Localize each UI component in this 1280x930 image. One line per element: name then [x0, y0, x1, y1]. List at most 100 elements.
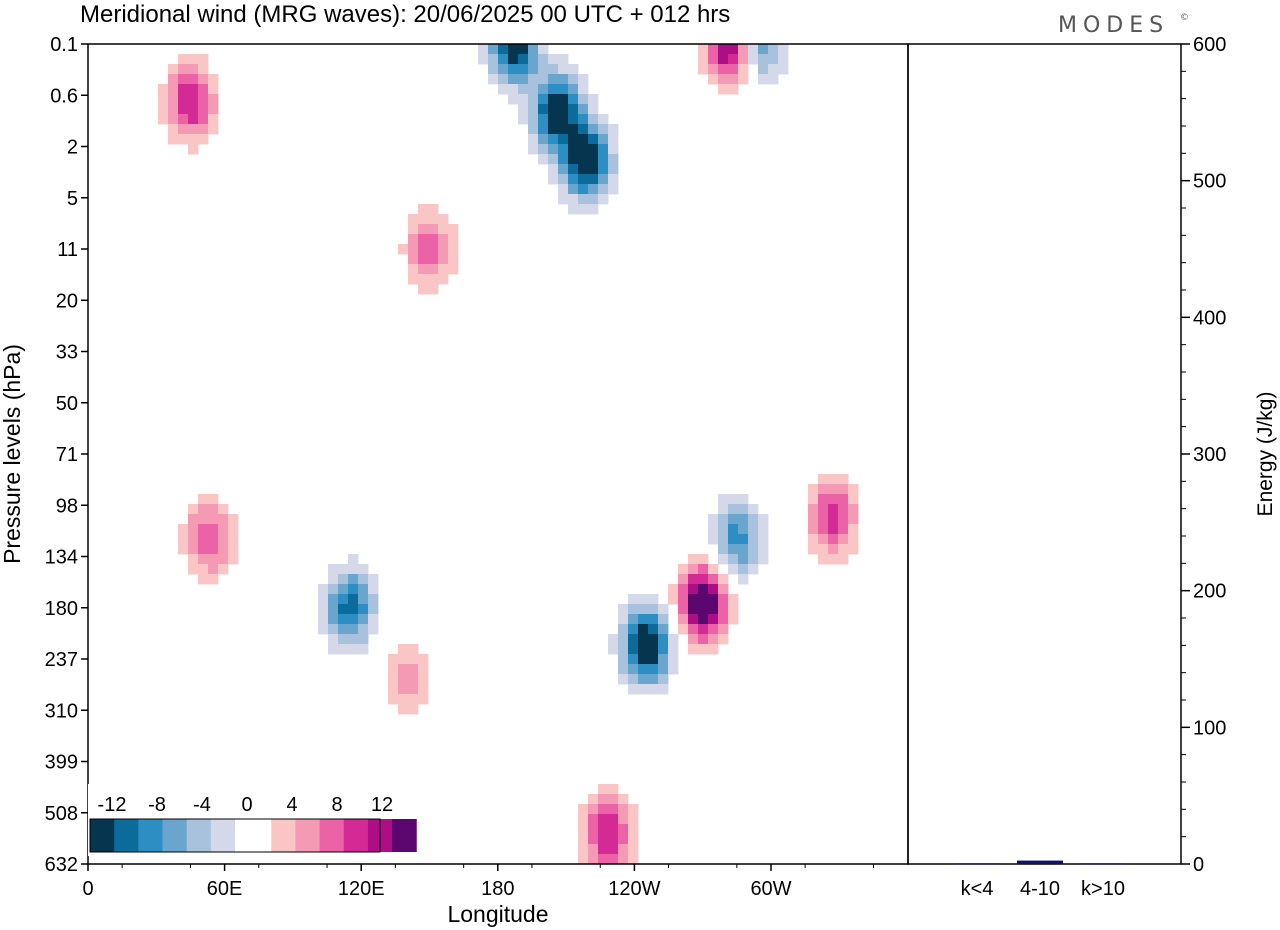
heatmap-cell: [548, 84, 559, 95]
heatmap-cell: [538, 84, 549, 95]
y-tick-label: 71: [56, 444, 78, 466]
energy-bar: [954, 863, 1000, 865]
heatmap-cell: [848, 534, 859, 545]
y-tick-label: 98: [56, 495, 78, 517]
heatmap-cell: [738, 534, 749, 545]
heatmap-cell: [558, 84, 569, 95]
heatmap-cell: [208, 74, 219, 85]
heatmap-cell: [578, 74, 589, 85]
heatmap-cell: [758, 54, 769, 65]
heatmap-cell: [528, 144, 539, 155]
heatmap-cell: [728, 74, 739, 85]
heatmap-cell: [548, 54, 559, 65]
heatmap-cell: [358, 644, 369, 655]
heatmap-cell: [558, 154, 569, 165]
heatmap-cell: [578, 144, 589, 155]
heatmap-cell: [328, 624, 339, 635]
heatmap-cell: [668, 594, 679, 605]
heatmap-cell: [848, 494, 859, 505]
heatmap-cell: [568, 94, 579, 105]
heatmap-cell: [628, 854, 639, 864]
heatmap-cell: [828, 544, 839, 555]
heatmap-cell: [668, 634, 679, 645]
heatmap-cell: [208, 124, 219, 135]
heatmap-cell: [538, 154, 549, 165]
heatmap-cell: [188, 534, 199, 545]
heatmap-cell: [608, 824, 619, 835]
colorbar-frame: [89, 818, 381, 853]
heatmap-cell: [178, 114, 189, 125]
heatmap-cell: [338, 594, 349, 605]
heatmap-cell: [328, 564, 339, 575]
heatmap-cell: [738, 44, 749, 55]
heatmap-cell: [588, 174, 599, 185]
y-tick-label: 237: [45, 649, 78, 671]
heatmap-cell: [728, 554, 739, 565]
heatmap-cell: [188, 74, 199, 85]
heatmap-cell: [418, 204, 429, 215]
heatmap-cell: [848, 514, 859, 525]
heatmap-cell: [588, 144, 599, 155]
heatmap-cell: [518, 54, 529, 65]
heatmap-cell: [608, 804, 619, 815]
heatmap-cell: [608, 164, 619, 175]
heatmap-cell: [598, 184, 609, 195]
heatmap-cell: [828, 504, 839, 515]
heatmap-cell: [738, 524, 749, 535]
heatmap-cell: [718, 514, 729, 525]
heatmap-cell: [498, 44, 509, 55]
heatmap-cell: [708, 634, 719, 645]
colorbar-swatch: [343, 819, 369, 852]
heatmap-cell: [728, 504, 739, 515]
heatmap-cell: [568, 104, 579, 115]
heatmap-cell: [578, 854, 589, 864]
heatmap-cell: [358, 604, 369, 615]
heatmap-cell: [448, 244, 459, 255]
heatmap-cell: [688, 574, 699, 585]
heatmap-cell: [698, 54, 709, 65]
energy-category-label: k>10: [1081, 878, 1125, 900]
heatmap-cells: [158, 44, 859, 864]
heatmap-cell: [748, 554, 759, 565]
heatmap-cell: [598, 164, 609, 175]
heatmap-cell: [708, 524, 719, 535]
heatmap-cell: [768, 44, 779, 55]
heatmap-cell: [588, 204, 599, 215]
colorbar-swatch: [210, 819, 236, 852]
heatmap-cell: [438, 224, 449, 235]
energy-tick-label: 300: [1193, 444, 1226, 466]
energy-bar: [1080, 863, 1126, 865]
heatmap-cell: [628, 624, 639, 635]
heatmap-cell: [508, 84, 519, 95]
heatmap-cell: [758, 544, 769, 555]
heatmap-cell: [558, 54, 569, 65]
heatmap-cell: [528, 94, 539, 105]
heatmap-cell: [698, 554, 709, 565]
heatmap-cell: [628, 664, 639, 675]
heatmap-cell: [608, 184, 619, 195]
heatmap-cell: [778, 54, 789, 65]
heatmap-cell: [418, 234, 429, 245]
heatmap-cell: [338, 624, 349, 635]
heatmap-cell: [178, 64, 189, 75]
heatmap-cell: [618, 674, 629, 685]
heatmap-cell: [608, 794, 619, 805]
heatmap-cell: [708, 614, 719, 625]
colorbar-swatch: [235, 819, 272, 852]
heatmap-cell: [188, 124, 199, 135]
heatmap-cell: [818, 524, 829, 535]
colorbar-swatch: [90, 819, 115, 852]
heatmap-cell: [388, 664, 399, 675]
heatmap-cell: [648, 594, 659, 605]
heatmap-cell: [418, 244, 429, 255]
heatmap-cell: [548, 64, 559, 75]
heatmap-cell: [198, 74, 209, 85]
heatmap-cell: [428, 224, 439, 235]
heatmap-cell: [448, 254, 459, 265]
heatmap-cell: [358, 594, 369, 605]
colorbar-swatch: [392, 819, 417, 852]
heatmap-cell: [608, 644, 619, 655]
heatmap-cell: [168, 134, 179, 145]
heatmap-cell: [728, 54, 739, 65]
heatmap-cell: [628, 604, 639, 615]
